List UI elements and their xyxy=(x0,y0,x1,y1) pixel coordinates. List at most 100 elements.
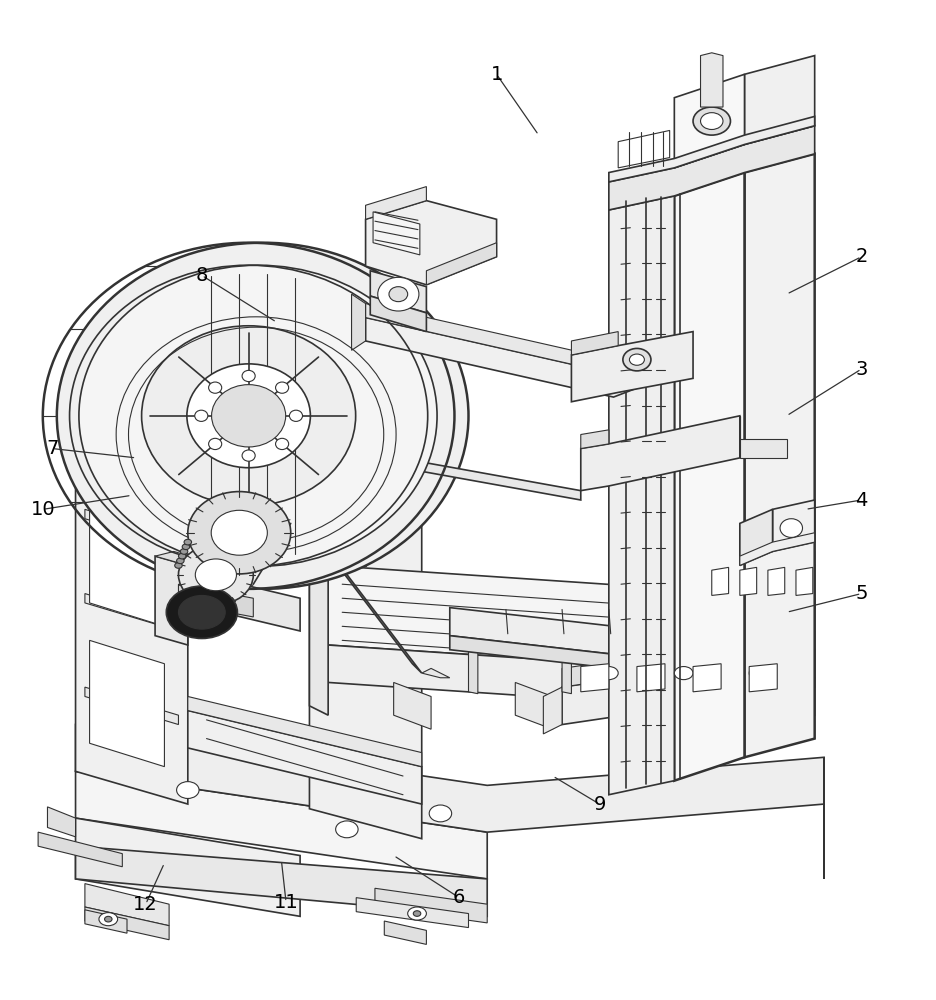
Polygon shape xyxy=(365,304,674,374)
Polygon shape xyxy=(373,212,419,255)
Ellipse shape xyxy=(195,410,208,421)
Text: 11: 11 xyxy=(273,893,298,912)
Polygon shape xyxy=(543,687,562,734)
Polygon shape xyxy=(739,533,813,565)
Polygon shape xyxy=(655,650,665,694)
Polygon shape xyxy=(356,898,468,928)
Polygon shape xyxy=(571,332,618,355)
Polygon shape xyxy=(693,664,721,692)
Polygon shape xyxy=(85,907,168,940)
Text: 10: 10 xyxy=(31,500,55,519)
Polygon shape xyxy=(744,154,813,757)
Polygon shape xyxy=(608,116,813,182)
Text: 5: 5 xyxy=(855,584,867,603)
Ellipse shape xyxy=(241,370,255,382)
Ellipse shape xyxy=(599,667,618,680)
Ellipse shape xyxy=(749,667,768,680)
Text: 2: 2 xyxy=(855,247,867,266)
Ellipse shape xyxy=(212,385,285,447)
Ellipse shape xyxy=(178,595,225,629)
Polygon shape xyxy=(76,846,487,916)
Ellipse shape xyxy=(388,287,407,302)
Polygon shape xyxy=(768,567,783,595)
Ellipse shape xyxy=(195,559,236,591)
Polygon shape xyxy=(370,296,426,332)
Polygon shape xyxy=(795,567,812,595)
Polygon shape xyxy=(85,509,178,547)
Polygon shape xyxy=(76,818,300,916)
Ellipse shape xyxy=(141,326,356,506)
Polygon shape xyxy=(562,631,813,687)
Ellipse shape xyxy=(407,907,426,920)
Polygon shape xyxy=(449,608,655,659)
Ellipse shape xyxy=(209,382,222,393)
Ellipse shape xyxy=(183,539,191,545)
Ellipse shape xyxy=(178,553,185,559)
Polygon shape xyxy=(674,74,744,168)
Polygon shape xyxy=(365,201,496,285)
Ellipse shape xyxy=(413,911,420,916)
Text: 1: 1 xyxy=(490,65,503,84)
Polygon shape xyxy=(154,551,206,565)
Text: 8: 8 xyxy=(196,266,208,285)
Polygon shape xyxy=(90,509,164,626)
Ellipse shape xyxy=(241,450,255,461)
Polygon shape xyxy=(772,500,813,551)
Ellipse shape xyxy=(674,667,693,680)
Ellipse shape xyxy=(693,107,730,135)
Ellipse shape xyxy=(182,544,189,550)
Polygon shape xyxy=(468,650,477,694)
Polygon shape xyxy=(154,556,187,645)
Polygon shape xyxy=(580,664,608,692)
Polygon shape xyxy=(636,682,674,729)
Polygon shape xyxy=(76,771,487,879)
Polygon shape xyxy=(739,416,785,458)
Polygon shape xyxy=(608,126,813,210)
Polygon shape xyxy=(562,650,571,694)
Polygon shape xyxy=(332,446,346,458)
Polygon shape xyxy=(744,56,813,144)
Polygon shape xyxy=(85,687,178,725)
Ellipse shape xyxy=(99,913,118,926)
Polygon shape xyxy=(739,509,772,565)
Polygon shape xyxy=(178,584,253,617)
Polygon shape xyxy=(393,682,431,729)
Ellipse shape xyxy=(174,563,182,568)
Polygon shape xyxy=(384,921,426,944)
Ellipse shape xyxy=(622,348,651,371)
Polygon shape xyxy=(85,884,168,926)
Ellipse shape xyxy=(211,510,267,555)
Text: 4: 4 xyxy=(855,491,867,510)
Polygon shape xyxy=(351,294,365,350)
Ellipse shape xyxy=(275,438,288,450)
Polygon shape xyxy=(426,243,496,285)
Polygon shape xyxy=(365,187,426,219)
Polygon shape xyxy=(618,130,669,168)
Polygon shape xyxy=(693,551,813,594)
Polygon shape xyxy=(187,696,421,767)
Polygon shape xyxy=(48,807,76,837)
Polygon shape xyxy=(636,664,665,692)
Polygon shape xyxy=(739,567,756,595)
Polygon shape xyxy=(76,416,421,495)
Polygon shape xyxy=(580,416,739,491)
Ellipse shape xyxy=(180,549,187,554)
Polygon shape xyxy=(346,449,580,500)
Polygon shape xyxy=(421,668,449,678)
Polygon shape xyxy=(693,565,813,636)
Text: 6: 6 xyxy=(452,888,465,907)
Polygon shape xyxy=(674,173,744,781)
Polygon shape xyxy=(309,565,328,715)
Ellipse shape xyxy=(105,916,112,922)
Polygon shape xyxy=(370,271,426,313)
Ellipse shape xyxy=(377,277,418,311)
Polygon shape xyxy=(187,711,421,804)
Polygon shape xyxy=(76,725,823,832)
Ellipse shape xyxy=(176,782,198,798)
Polygon shape xyxy=(85,594,178,631)
Polygon shape xyxy=(749,650,758,694)
Ellipse shape xyxy=(209,438,222,450)
Polygon shape xyxy=(700,53,723,107)
Polygon shape xyxy=(309,481,421,839)
Ellipse shape xyxy=(629,354,644,365)
